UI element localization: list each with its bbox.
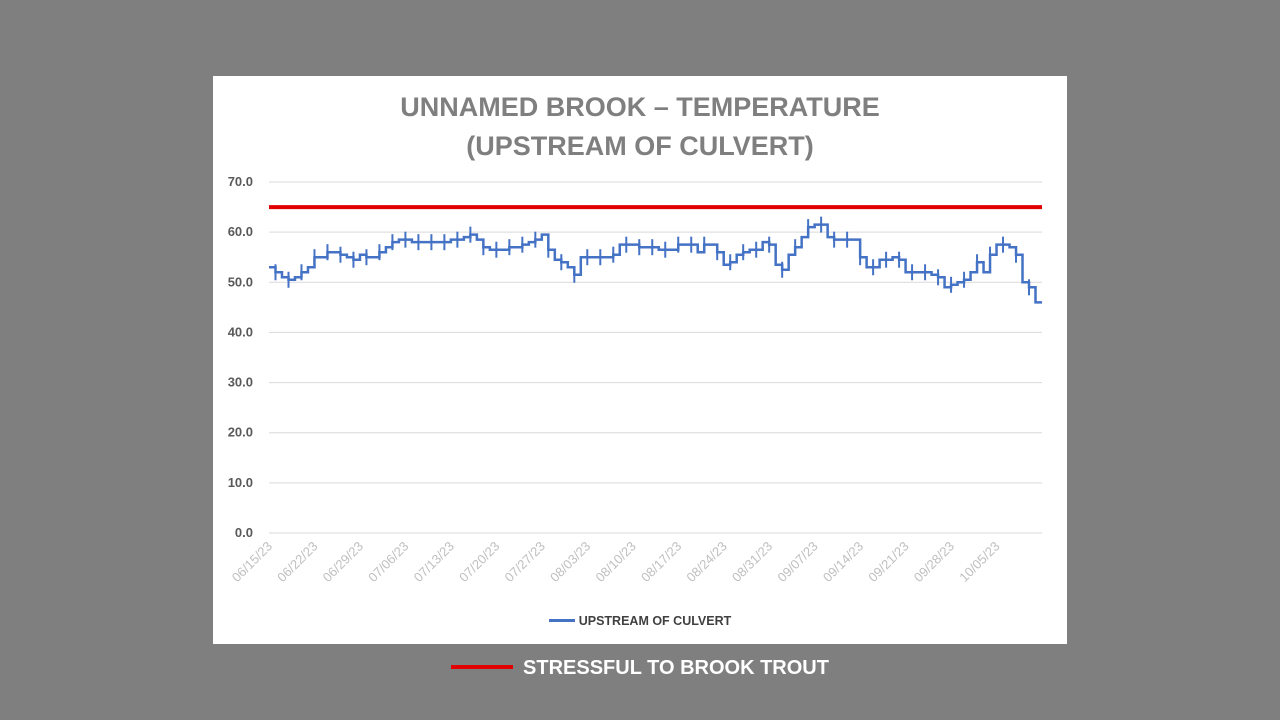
x-tick-label: 08/24/23	[683, 539, 729, 585]
x-tick-label: 09/21/23	[865, 539, 911, 585]
y-tick-label: 20.0	[228, 425, 253, 440]
x-tick-label: 08/17/23	[638, 539, 684, 585]
x-tick-label: 06/22/23	[274, 539, 320, 585]
series-legend: UPSTREAM OF CULVERT	[213, 614, 1067, 628]
chart-title-line-1: UNNAMED BROOK – TEMPERATURE	[400, 92, 880, 122]
series-legend-swatch	[548, 619, 575, 623]
x-tick-label: 08/03/23	[547, 539, 593, 585]
y-tick-label: 30.0	[228, 375, 253, 390]
x-tick-label: 09/14/23	[820, 539, 866, 585]
series-legend-label: UPSTREAM OF CULVERT	[578, 614, 732, 628]
x-tick-label: 09/07/23	[774, 539, 820, 585]
x-tick-label: 06/15/23	[229, 539, 275, 585]
x-tick-label: 07/20/23	[456, 539, 502, 585]
x-tick-label: 10/05/23	[956, 539, 1002, 585]
y-tick-label: 10.0	[228, 475, 253, 490]
reference-legend-label: STRESSFUL TO BROOK TROUT	[523, 657, 829, 679]
chart-title: UNNAMED BROOK – TEMPERATURE (UPSTREAM OF…	[213, 88, 1067, 166]
series-line-upstream-of-culvert	[269, 223, 1042, 304]
x-tick-label: 07/13/23	[411, 539, 457, 585]
y-tick-label: 70.0	[228, 174, 253, 189]
chart-panel: UNNAMED BROOK – TEMPERATURE (UPSTREAM OF…	[213, 76, 1067, 644]
reference-legend-swatch	[451, 664, 514, 669]
y-tick-label: 60.0	[228, 224, 253, 239]
y-tick-label: 40.0	[228, 324, 253, 339]
y-tick-label: 50.0	[228, 274, 253, 289]
x-tick-label: 08/10/23	[592, 539, 638, 585]
plot-area: 70.060.050.040.030.020.010.00.006/15/23 0…	[228, 174, 1042, 585]
reference-legend: STRESSFUL TO BROOK TROUT	[0, 657, 1280, 680]
x-tick-label: 07/27/23	[502, 539, 548, 585]
x-tick-label: 06/29/23	[320, 539, 366, 585]
x-tick-label: 09/28/23	[911, 539, 957, 585]
chart-title-line-2: (UPSTREAM OF CULVERT)	[466, 131, 814, 161]
y-tick-label: 0.0	[235, 525, 253, 540]
x-tick-label: 08/31/23	[729, 539, 775, 585]
x-tick-label: 07/06/23	[365, 539, 411, 585]
